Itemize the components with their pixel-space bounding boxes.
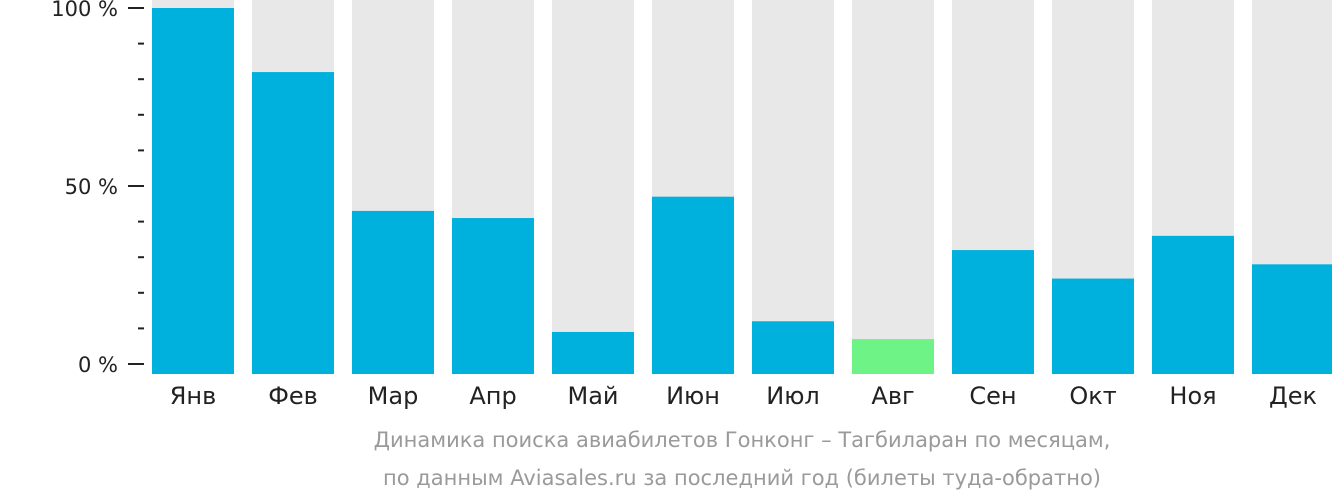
x-tick-label: Мар: [368, 382, 419, 410]
bar-10: [1052, 278, 1134, 374]
x-tick-label: Дек: [1269, 382, 1317, 410]
chart-subtitle: по данным Aviasales.ru за последний год …: [383, 466, 1101, 490]
bar-7: [752, 321, 834, 374]
bar-12: [1252, 264, 1332, 374]
x-tick-label: Сен: [969, 382, 1016, 410]
x-tick-label: Апр: [469, 382, 516, 410]
y-axis: 0 % 50 % 100 %: [51, 0, 144, 377]
y-tick-label: 0 %: [78, 353, 118, 377]
bar-2: [252, 72, 334, 374]
bar-9: [952, 250, 1034, 374]
bar-6: [652, 196, 734, 374]
bar-1: [152, 8, 234, 374]
x-tick-label: Авг: [871, 382, 914, 410]
x-tick-label: Ноя: [1169, 382, 1216, 410]
x-tick-label: Фев: [268, 382, 318, 410]
x-tick-label: Окт: [1069, 382, 1116, 410]
bar-11: [1152, 235, 1234, 374]
chart-title: Динамика поиска авиабилетов Гонконг – Та…: [373, 428, 1111, 452]
bar-track-5: [552, 0, 634, 374]
x-tick-label: Янв: [170, 382, 217, 410]
bar-track-7: [752, 0, 834, 374]
bar-track-8: [852, 0, 934, 374]
bars: [152, 8, 1332, 374]
y-tick-label: 50 %: [65, 175, 118, 199]
x-tick-label: Июл: [766, 382, 820, 410]
bar-4: [452, 218, 534, 374]
x-tick-label: Май: [567, 382, 618, 410]
x-tick-label: Июн: [666, 382, 720, 410]
bar-8: [852, 339, 934, 374]
bar-5: [552, 331, 634, 374]
bar-3: [352, 210, 434, 374]
x-axis: Янв Фев Мар Апр Май Июн Июл Авг Сен Окт Ноя Дек: [170, 382, 1317, 410]
y-tick-label: 100 %: [51, 0, 118, 21]
